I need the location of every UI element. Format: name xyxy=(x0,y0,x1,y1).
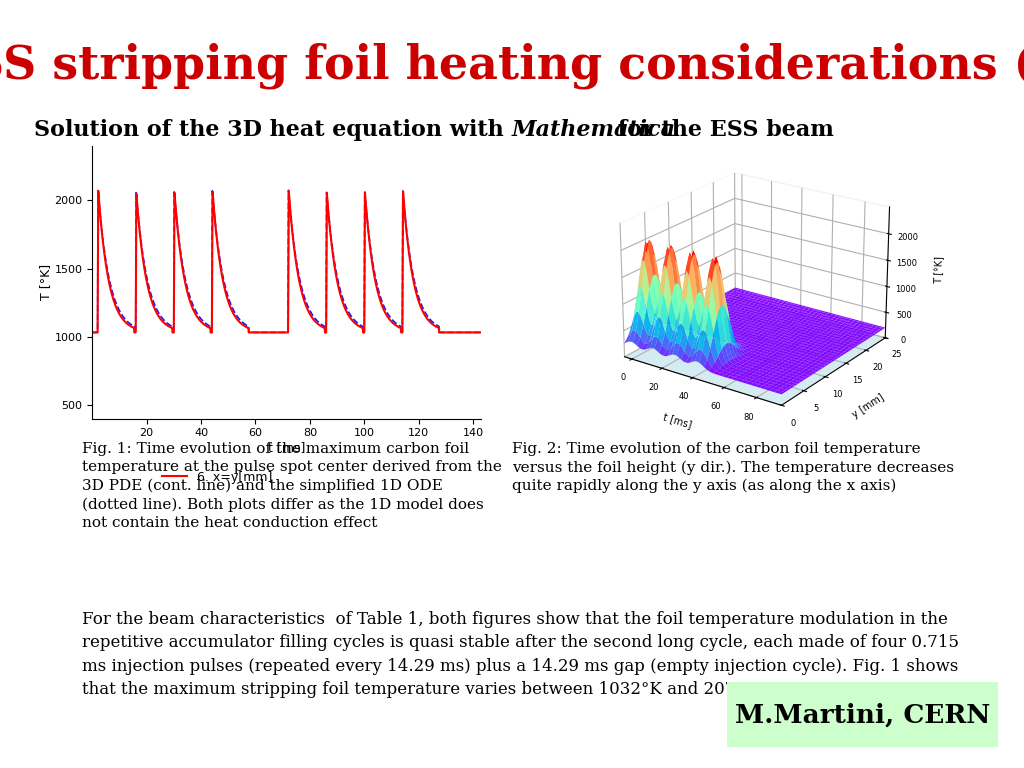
Y-axis label: y [mm]: y [mm] xyxy=(850,392,886,419)
Text: M.Martini, CERN: M.Martini, CERN xyxy=(734,703,990,727)
Legend: 6. x=y[mm]: 6. x=y[mm] xyxy=(157,465,278,488)
FancyBboxPatch shape xyxy=(727,682,998,747)
Text: ESS stripping foil heating considerations (3): ESS stripping foil heating consideration… xyxy=(0,42,1024,89)
X-axis label: t [ms]: t [ms] xyxy=(662,412,693,430)
Text: Solution of the 3D heat equation with: Solution of the 3D heat equation with xyxy=(35,119,512,141)
Y-axis label: T [°K]: T [°K] xyxy=(39,264,51,300)
X-axis label: t [ms]: t [ms] xyxy=(268,441,305,454)
Text: Mathematica: Mathematica xyxy=(512,119,676,141)
Text: Fig. 2: Time evolution of the carbon foil temperature
versus the foil height (y : Fig. 2: Time evolution of the carbon foi… xyxy=(512,442,954,494)
Text: For the beam characteristics  of Table 1, both figures show that the foil temper: For the beam characteristics of Table 1,… xyxy=(82,611,958,698)
Text: Fig. 1: Time evolution of the maximum carbon foil
temperature at the pulse spot : Fig. 1: Time evolution of the maximum ca… xyxy=(82,442,502,530)
Text: for the ESS beam: for the ESS beam xyxy=(610,119,835,141)
